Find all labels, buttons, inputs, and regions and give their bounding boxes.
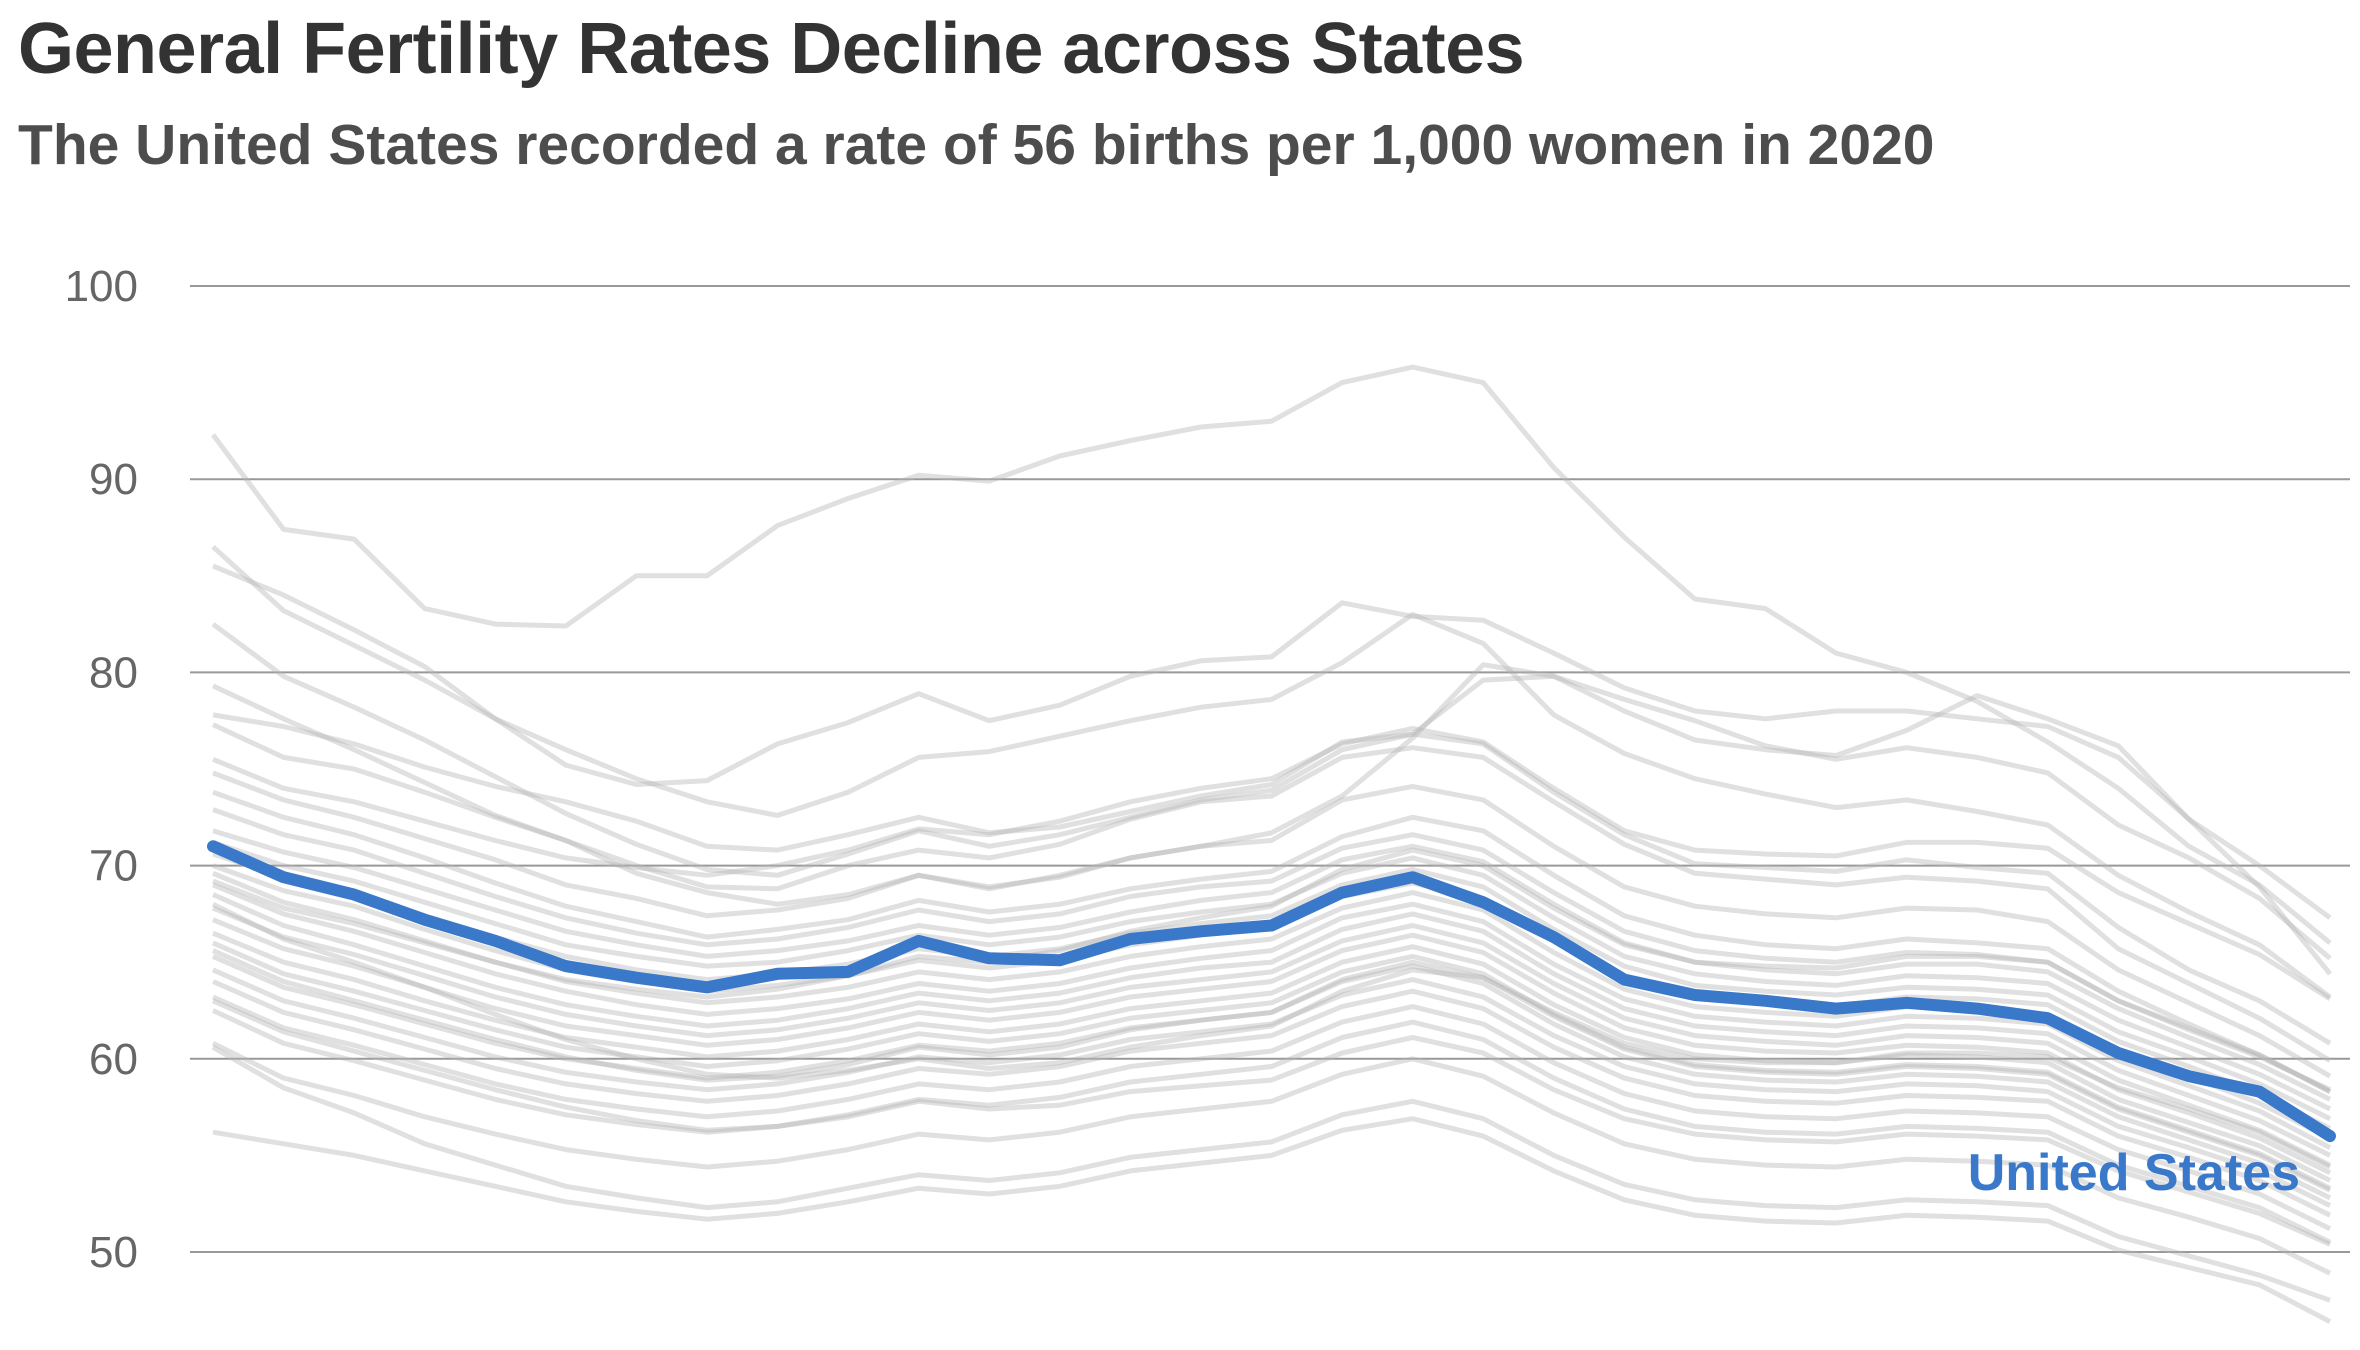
y-tick-label: 70 (89, 842, 138, 891)
y-tick-label: 100 (65, 262, 138, 311)
state-series-line (211, 622, 2332, 976)
state-series-line (212, 712, 2332, 1046)
state-series-line (212, 840, 2332, 1112)
state-series-line (212, 851, 2332, 1121)
state-series-line (211, 892, 2332, 1158)
united-states-label: United States (1968, 1144, 2300, 1202)
state-series-line (211, 1041, 2332, 1276)
state-series-line (212, 1116, 2332, 1324)
y-tick-label: 80 (89, 648, 138, 697)
state-series-line (211, 967, 2332, 1208)
state-series-line (211, 994, 2332, 1232)
state-series-line (212, 789, 2332, 1094)
state-series-line (211, 1008, 2332, 1245)
y-gridlines (190, 285, 2350, 1253)
y-tick-label: 50 (89, 1228, 138, 1277)
state-series-line (212, 807, 2332, 1092)
state-series-line (211, 998, 2332, 1247)
state-series-line (211, 544, 2332, 1000)
y-tick-labels: 50 60 70 80 90 100 (65, 262, 138, 1277)
state-series-line (212, 882, 2332, 1150)
state-series-line (212, 828, 2332, 1102)
state-series (210, 364, 2332, 1324)
chart-title: General Fertility Rates Decline across S… (18, 9, 1525, 89)
state-series-line (212, 725, 2332, 1002)
state-series-line (211, 940, 2332, 1191)
state-series-line (211, 662, 2332, 961)
state-series-line (211, 722, 2332, 1063)
state-series-line (211, 901, 2332, 1170)
state-series-line (212, 917, 2332, 1176)
state-series-line (211, 948, 2332, 1193)
y-tick-label: 90 (89, 455, 138, 504)
state-series-line (211, 1045, 2331, 1303)
state-series-line (212, 905, 2332, 1168)
y-tick-label: 60 (89, 1035, 138, 1084)
state-series-line (212, 563, 2332, 920)
state-series-line (210, 364, 2332, 945)
united-states-line (207, 840, 2336, 1143)
chart-subtitle: The United States recorded a rate of 56 … (18, 113, 1935, 177)
highlight-series: United States (207, 840, 2336, 1202)
state-series-line (211, 979, 2332, 1218)
state-series-line (212, 930, 2332, 1183)
state-series-line (212, 770, 2332, 1079)
state-series-line (212, 847, 2332, 1094)
state-series-line (211, 954, 2332, 1201)
